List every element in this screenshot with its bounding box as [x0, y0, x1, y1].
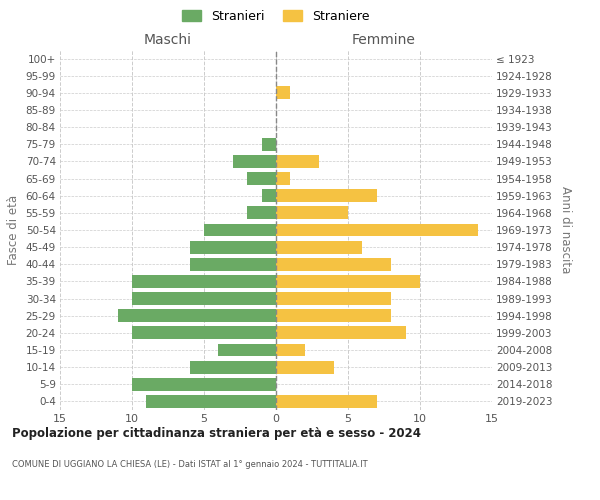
Bar — [276, 292, 391, 305]
Bar — [190, 258, 276, 270]
Text: Maschi: Maschi — [144, 34, 192, 48]
Bar — [276, 344, 305, 356]
Bar — [276, 326, 406, 340]
Bar — [190, 240, 276, 254]
Text: Femmine: Femmine — [352, 34, 416, 48]
Bar — [247, 172, 276, 185]
Bar — [262, 138, 276, 150]
Y-axis label: Anni di nascita: Anni di nascita — [559, 186, 572, 274]
Bar — [218, 344, 276, 356]
Bar — [276, 190, 377, 202]
Bar — [276, 206, 348, 220]
Bar — [132, 326, 276, 340]
Text: COMUNE DI UGGIANO LA CHIESA (LE) - Dati ISTAT al 1° gennaio 2024 - TUTTITALIA.IT: COMUNE DI UGGIANO LA CHIESA (LE) - Dati … — [12, 460, 368, 469]
Bar — [132, 378, 276, 390]
Bar — [276, 310, 391, 322]
Bar — [146, 395, 276, 408]
Bar — [132, 275, 276, 288]
Bar — [276, 275, 420, 288]
Bar — [247, 206, 276, 220]
Bar — [276, 395, 377, 408]
Bar — [190, 360, 276, 374]
Bar — [276, 240, 362, 254]
Y-axis label: Fasce di età: Fasce di età — [7, 195, 20, 265]
Text: Popolazione per cittadinanza straniera per età e sesso - 2024: Popolazione per cittadinanza straniera p… — [12, 428, 421, 440]
Bar — [276, 155, 319, 168]
Bar — [276, 224, 478, 236]
Legend: Stranieri, Straniere: Stranieri, Straniere — [178, 5, 374, 28]
Bar — [262, 190, 276, 202]
Bar — [276, 258, 391, 270]
Bar — [132, 292, 276, 305]
Bar — [233, 155, 276, 168]
Bar — [276, 86, 290, 100]
Bar — [276, 360, 334, 374]
Bar — [118, 310, 276, 322]
Bar — [204, 224, 276, 236]
Bar — [276, 172, 290, 185]
